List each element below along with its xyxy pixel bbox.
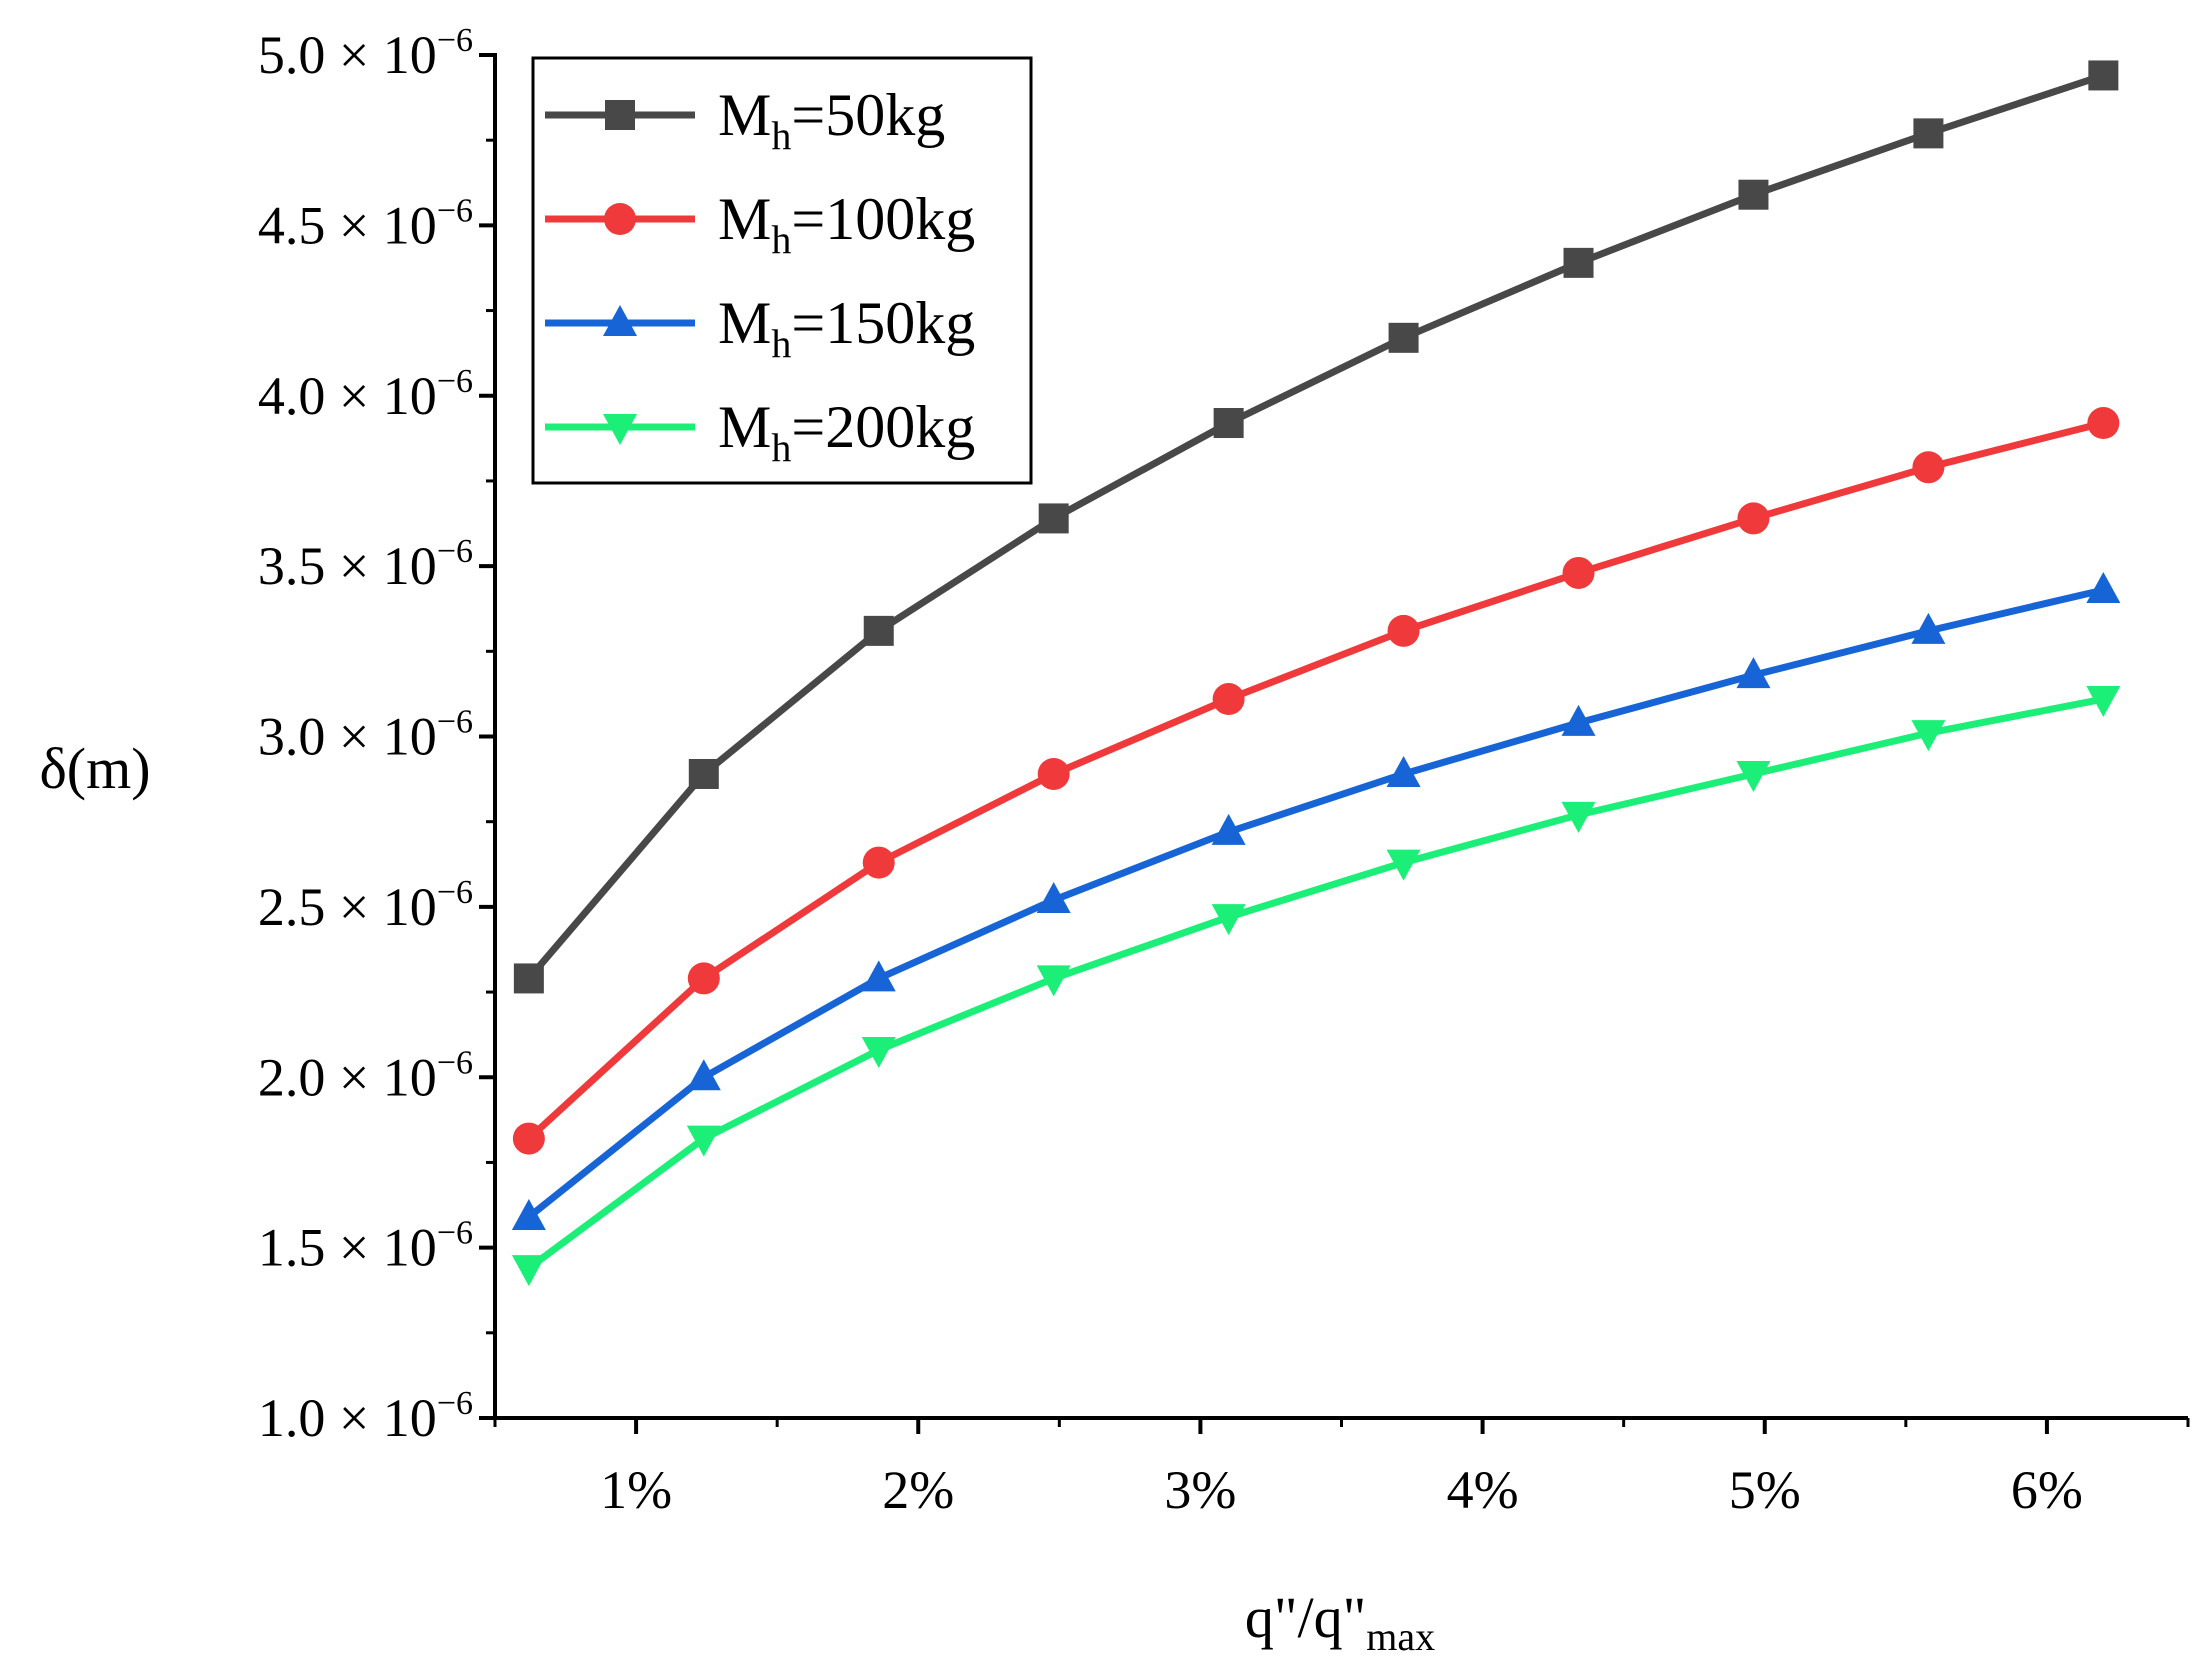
legend-items: Mh=50kg Mh=100kg Mh=150kg Mh=200kg — [545, 82, 975, 470]
data-point — [1212, 683, 1245, 716]
data-point — [1562, 556, 1595, 589]
y-tick-label: 3.5 × 10−6 — [258, 533, 473, 596]
data-point — [862, 846, 895, 879]
legend-item: Mh=200kg — [545, 394, 975, 470]
y-tick-label: 2.0 × 10−6 — [258, 1044, 473, 1107]
data-point — [1736, 760, 1771, 792]
data-point — [1911, 720, 1946, 752]
legend-marker — [603, 305, 637, 336]
data-point — [1737, 502, 1770, 535]
legend-label: Mh=150kg — [718, 290, 975, 366]
data-point — [1036, 965, 1071, 997]
x-tick-label: 5% — [1729, 1460, 1801, 1520]
legend-marker — [605, 100, 635, 130]
y-tick-label: 2.5 × 10−6 — [258, 874, 473, 937]
data-point — [1386, 849, 1421, 881]
series-line — [526, 419, 2105, 1142]
data-point — [513, 963, 544, 994]
data-point — [1387, 614, 1420, 647]
x-tick-label: 4% — [1447, 1460, 1519, 1520]
legend: Mh=50kg Mh=100kg Mh=150kg Mh=200kg — [531, 56, 1033, 485]
series-line — [526, 695, 2105, 1271]
data-point — [686, 1125, 721, 1157]
legend-marker — [604, 203, 636, 235]
legend-marker — [603, 414, 637, 445]
legend-label: Mh=200kg — [718, 394, 975, 470]
legend-label: Mh=100kg — [718, 186, 975, 262]
series-layer — [511, 60, 2121, 1287]
y-tick-label: 4.0 × 10−6 — [258, 363, 473, 426]
y-axis-ticks: 1.0 × 10−6 1.5 × 10−6 2.0 × 10−6 2.5 × 10−6… — [258, 22, 495, 1448]
y-tick-label: 1.0 × 10−6 — [258, 1385, 473, 1448]
data-point — [2087, 407, 2120, 440]
data-point — [512, 1122, 545, 1155]
x-axis-title-sub: max — [1366, 1614, 1435, 1659]
x-axis-title-main: q"/q" — [1245, 1585, 1366, 1650]
data-point — [2086, 571, 2121, 603]
data-point — [511, 1198, 546, 1230]
data-point — [1386, 755, 1421, 787]
data-point — [686, 1059, 721, 1091]
series-200kg — [511, 686, 2121, 1287]
x-tick-label: 6% — [2011, 1460, 2083, 1520]
data-point — [1912, 451, 1945, 484]
data-point — [1036, 882, 1071, 914]
y-tick-label: 5.0 × 10−6 — [258, 22, 473, 85]
data-point — [2086, 686, 2121, 718]
data-point — [861, 960, 896, 992]
data-point — [2088, 60, 2119, 91]
data-point — [511, 1255, 546, 1287]
data-point — [1211, 813, 1246, 845]
data-point — [863, 615, 894, 646]
x-tick-label: 2% — [882, 1460, 954, 1520]
data-point — [687, 962, 720, 995]
data-point — [1213, 408, 1244, 439]
data-point — [1736, 657, 1771, 689]
legend-label: Mh=50kg — [718, 82, 945, 158]
data-point — [1038, 503, 1069, 534]
data-point — [1563, 247, 1594, 278]
data-point — [1911, 612, 1946, 644]
data-point — [1561, 801, 1596, 833]
data-point — [861, 1036, 896, 1068]
y-tick-label: 3.0 × 10−6 — [258, 704, 473, 767]
legend-item: Mh=100kg — [545, 186, 975, 262]
y-tick-label: 4.5 × 10−6 — [258, 192, 473, 255]
data-point — [1913, 118, 1944, 149]
y-axis-title: δ(m) — [39, 736, 150, 801]
series-line — [526, 586, 2105, 1220]
series-50kg — [513, 60, 2119, 994]
x-axis-title: q"/q"max — [1245, 1585, 1435, 1659]
legend-item: Mh=50kg — [545, 82, 945, 158]
data-point — [1738, 179, 1769, 210]
x-tick-label: 1% — [600, 1460, 672, 1520]
y-tick-label: 1.5 × 10−6 — [258, 1215, 473, 1278]
data-point — [1388, 322, 1419, 353]
data-point — [1561, 704, 1596, 736]
data-point — [1037, 757, 1070, 790]
series-100kg — [512, 407, 2120, 1155]
series-150kg — [511, 571, 2121, 1230]
data-point — [688, 758, 719, 789]
x-tick-label: 3% — [1164, 1460, 1236, 1520]
legend-item: Mh=150kg — [545, 290, 975, 366]
series-line — [526, 72, 2105, 981]
x-axis-ticks: 1% 2% 3% 4% 5% 6% — [493, 1418, 2190, 1520]
data-point — [1211, 904, 1246, 936]
